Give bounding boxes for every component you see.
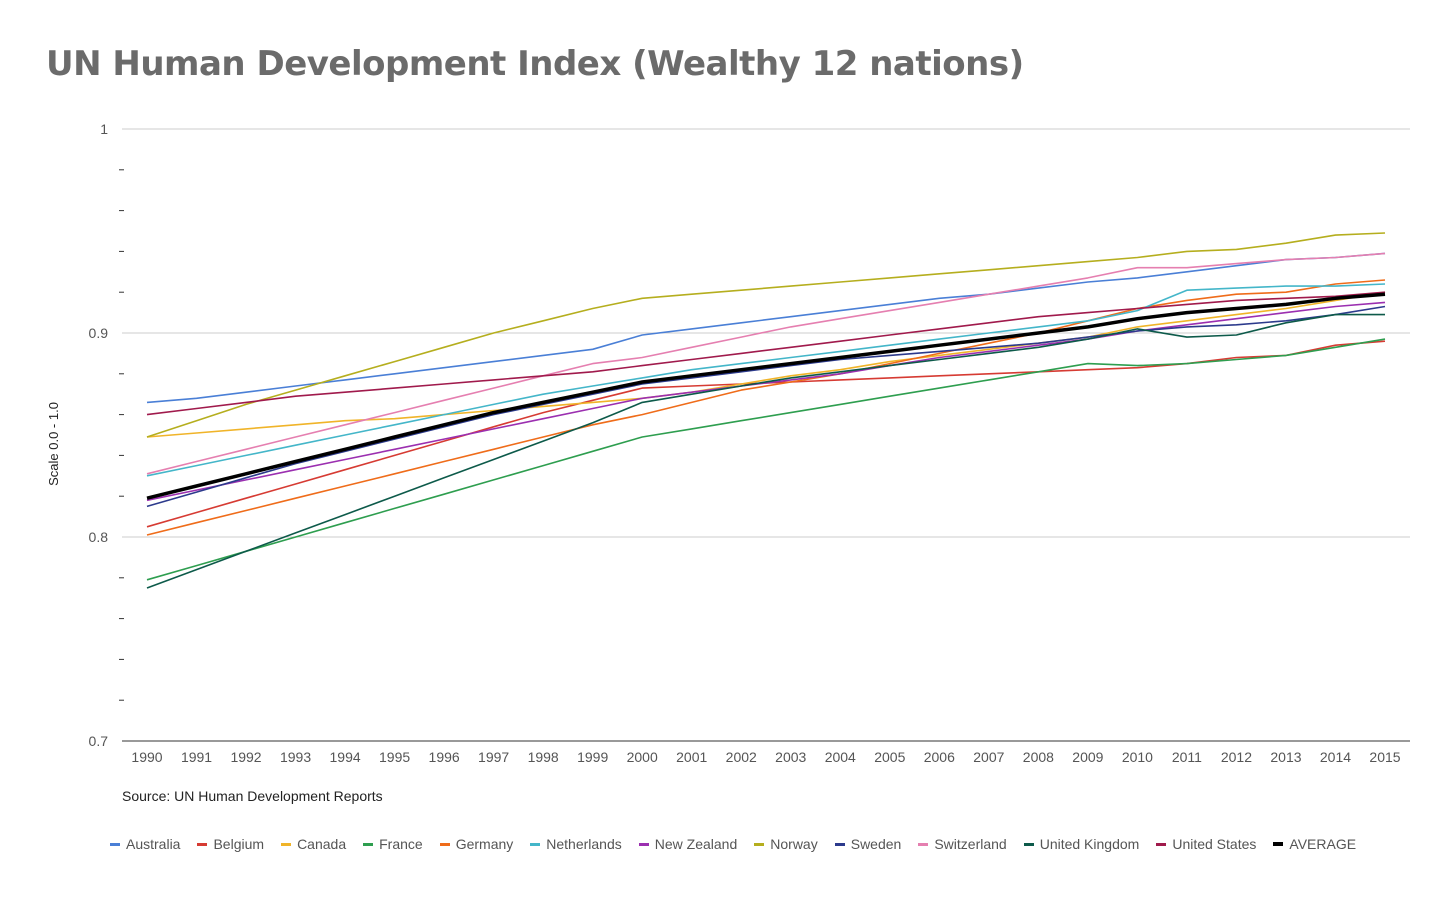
x-tick-label: 2011 [1172, 749, 1202, 765]
x-axis: 1990 1991 1992 1993 1994 1995 1996 1997 1998 1999… [131, 749, 1400, 765]
y-tick-label: 0.8 [89, 529, 109, 545]
legend-label: AVERAGE [1289, 836, 1357, 852]
legend-item: Switzerland [918, 836, 1007, 852]
x-tick-label: 1999 [577, 749, 608, 765]
legend-label: Norway [770, 836, 818, 852]
y-tick-label: 1 [100, 121, 108, 137]
legend-label: Switzerland [934, 836, 1007, 852]
legend-swatch [1023, 842, 1034, 846]
x-tick-label: 1991 [181, 749, 212, 765]
x-tick-label: 1992 [230, 749, 261, 765]
series-line-norway [146, 232, 1386, 438]
series-line-australia [146, 252, 1386, 404]
legend-item: Netherlands [530, 836, 622, 852]
legend-item: Norway [754, 836, 818, 852]
legend-swatch [281, 842, 292, 846]
legend-label: Netherlands [546, 836, 622, 852]
series-line-united-states [146, 291, 1386, 416]
legend-item: Sweden [834, 836, 902, 852]
x-tick-label: 1996 [429, 749, 460, 765]
legend-swatch [197, 842, 208, 846]
legend-item: AVERAGE [1273, 836, 1356, 852]
legend-item: United Kingdom [1023, 836, 1140, 852]
legend-swatch [530, 842, 541, 846]
legend-item: Germany [439, 836, 514, 852]
source-note: Source: UN Human Development Reports [122, 788, 383, 804]
legend-item: Belgium [197, 836, 264, 852]
legend-label: Canada [297, 836, 347, 852]
x-tick-label: 2015 [1369, 749, 1400, 765]
x-tick-label: 2008 [1023, 749, 1054, 765]
legend-item: Canada [281, 836, 346, 852]
legend-label: New Zealand [654, 836, 738, 852]
legend-label: Germany [455, 836, 514, 852]
legend-label: Sweden [850, 836, 902, 852]
x-tick-label: 2007 [973, 749, 1004, 765]
legend: Australia Belgium Canada France Germany Nethe… [110, 836, 1373, 852]
series-line-switzerland [146, 252, 1386, 475]
x-tick-label: 1994 [330, 749, 361, 765]
legend-swatch [110, 842, 120, 846]
x-tick-label: 1997 [478, 749, 509, 765]
series-lines [146, 232, 1386, 589]
legend-label: France [379, 836, 423, 852]
legend-swatch [918, 842, 929, 846]
x-tick-label: 1995 [379, 749, 410, 765]
legend-swatch [834, 842, 845, 846]
legend-label: United States [1172, 836, 1257, 852]
legend-label: United Kingdom [1039, 836, 1140, 852]
x-tick-label: 1993 [280, 749, 311, 765]
gridlines [122, 128, 1410, 742]
y-axis: 0.7 0.8 0.9 1 [89, 121, 124, 749]
x-tick-label: 2002 [726, 749, 757, 765]
series-line-netherlands [146, 283, 1386, 477]
series-line-canada [146, 291, 1386, 438]
x-tick-label: 1990 [131, 749, 162, 765]
series-line-new-zealand [146, 301, 1386, 502]
legend-item: France [363, 836, 423, 852]
series-line-average [146, 292, 1386, 500]
y-tick-label: 0.9 [89, 325, 109, 341]
legend-swatch [638, 842, 649, 846]
y-tick-label: 0.7 [89, 733, 109, 749]
legend-item: Australia [110, 836, 180, 852]
x-tick-label: 1998 [528, 749, 559, 765]
series-line-united-kingdom [146, 313, 1385, 589]
legend-swatch [1156, 842, 1167, 846]
x-tick-label: 2000 [627, 749, 658, 765]
x-tick-label: 2006 [924, 749, 955, 765]
x-tick-label: 2013 [1270, 749, 1301, 765]
x-tick-label: 2014 [1320, 749, 1351, 765]
y-axis-label: Scale 0.0 - 1.0 [46, 402, 61, 486]
x-tick-label: 2010 [1122, 749, 1153, 765]
legend-label: Belgium [213, 836, 265, 852]
legend-swatch [1273, 842, 1284, 846]
legend-item: United States [1156, 836, 1256, 852]
chart-title: UN Human Development Index (Wealthy 12 n… [46, 44, 1024, 84]
legend-swatch [439, 842, 450, 846]
x-tick-label: 2001 [676, 749, 707, 765]
legend-swatch [754, 842, 765, 846]
x-tick-label: 2004 [825, 749, 856, 765]
series-line-france [146, 338, 1386, 581]
x-tick-label: 2005 [874, 749, 905, 765]
legend-item: New Zealand [638, 836, 738, 852]
legend-label: Australia [126, 836, 181, 852]
legend-swatch [363, 842, 374, 846]
x-tick-label: 2009 [1072, 749, 1103, 765]
series-line-germany [146, 279, 1386, 536]
x-tick-label: 2012 [1221, 749, 1252, 765]
series-line-sweden [146, 305, 1386, 508]
x-tick-label: 2003 [775, 749, 806, 765]
